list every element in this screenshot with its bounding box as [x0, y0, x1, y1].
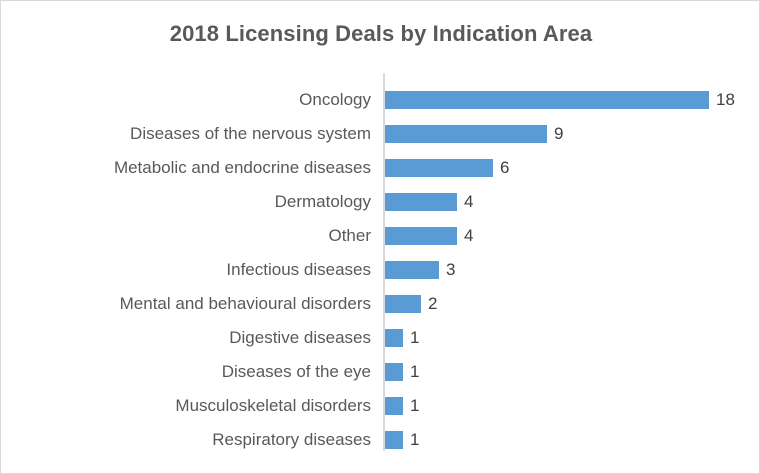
bar[interactable]	[385, 363, 403, 381]
plot-area: Oncology 18 Diseases of the nervous system…	[1, 73, 759, 451]
bar-row: Musculoskeletal disorders 1	[1, 389, 759, 423]
category-label: Oncology	[299, 90, 371, 109]
chart-title: 2018 Licensing Deals by Indication Area	[169, 21, 593, 46]
bar-value-label: 1	[410, 430, 420, 449]
bar-row: Infectious diseases 3	[1, 253, 759, 287]
bar-row: Other 4	[1, 219, 759, 253]
category-label: Diseases of the nervous system	[130, 124, 371, 143]
bar-value-label: 4	[464, 226, 474, 245]
bar[interactable]	[385, 125, 547, 143]
bar[interactable]	[385, 431, 403, 449]
bar-value-label: 1	[410, 396, 420, 415]
bar-row: Dermatology 4	[1, 185, 759, 219]
bar-value-label: 6	[500, 158, 510, 177]
category-label: Digestive diseases	[229, 328, 371, 347]
category-label: Diseases of the eye	[221, 362, 371, 381]
bar-row: Digestive diseases 1	[1, 321, 759, 355]
category-label: Mental and behavioural disorders	[119, 294, 371, 313]
bar[interactable]	[385, 159, 493, 177]
category-label: Respiratory diseases	[212, 430, 371, 449]
bar-value-label: 3	[446, 260, 456, 279]
category-label: Dermatology	[274, 192, 371, 211]
bar-value-label: 1	[410, 328, 420, 347]
bar-row: Respiratory diseases 1	[1, 423, 759, 457]
category-label: Musculoskeletal disorders	[175, 396, 371, 415]
bar-value-label: 18	[716, 90, 735, 109]
bar[interactable]	[385, 91, 709, 109]
bar-row: Diseases of the nervous system 9	[1, 117, 759, 151]
bar-row: Diseases of the eye 1	[1, 355, 759, 389]
bar[interactable]	[385, 329, 403, 347]
bar-value-label: 2	[428, 294, 438, 313]
bar-value-label: 9	[554, 124, 564, 143]
bar-row: Metabolic and endocrine diseases 6	[1, 151, 759, 185]
bar[interactable]	[385, 193, 457, 211]
bar[interactable]	[385, 295, 421, 313]
bar-value-label: 1	[410, 362, 420, 381]
category-label: Other	[328, 226, 371, 245]
bar-value-label: 4	[464, 192, 474, 211]
bar[interactable]	[385, 397, 403, 415]
category-label: Metabolic and endocrine diseases	[113, 158, 371, 177]
category-label: Infectious diseases	[226, 260, 371, 279]
value-axis-line	[383, 73, 385, 451]
bar[interactable]	[385, 227, 457, 245]
bar-row: Mental and behavioural disorders 2	[1, 287, 759, 321]
bar-row: Oncology 18	[1, 83, 759, 117]
bar[interactable]	[385, 261, 439, 279]
